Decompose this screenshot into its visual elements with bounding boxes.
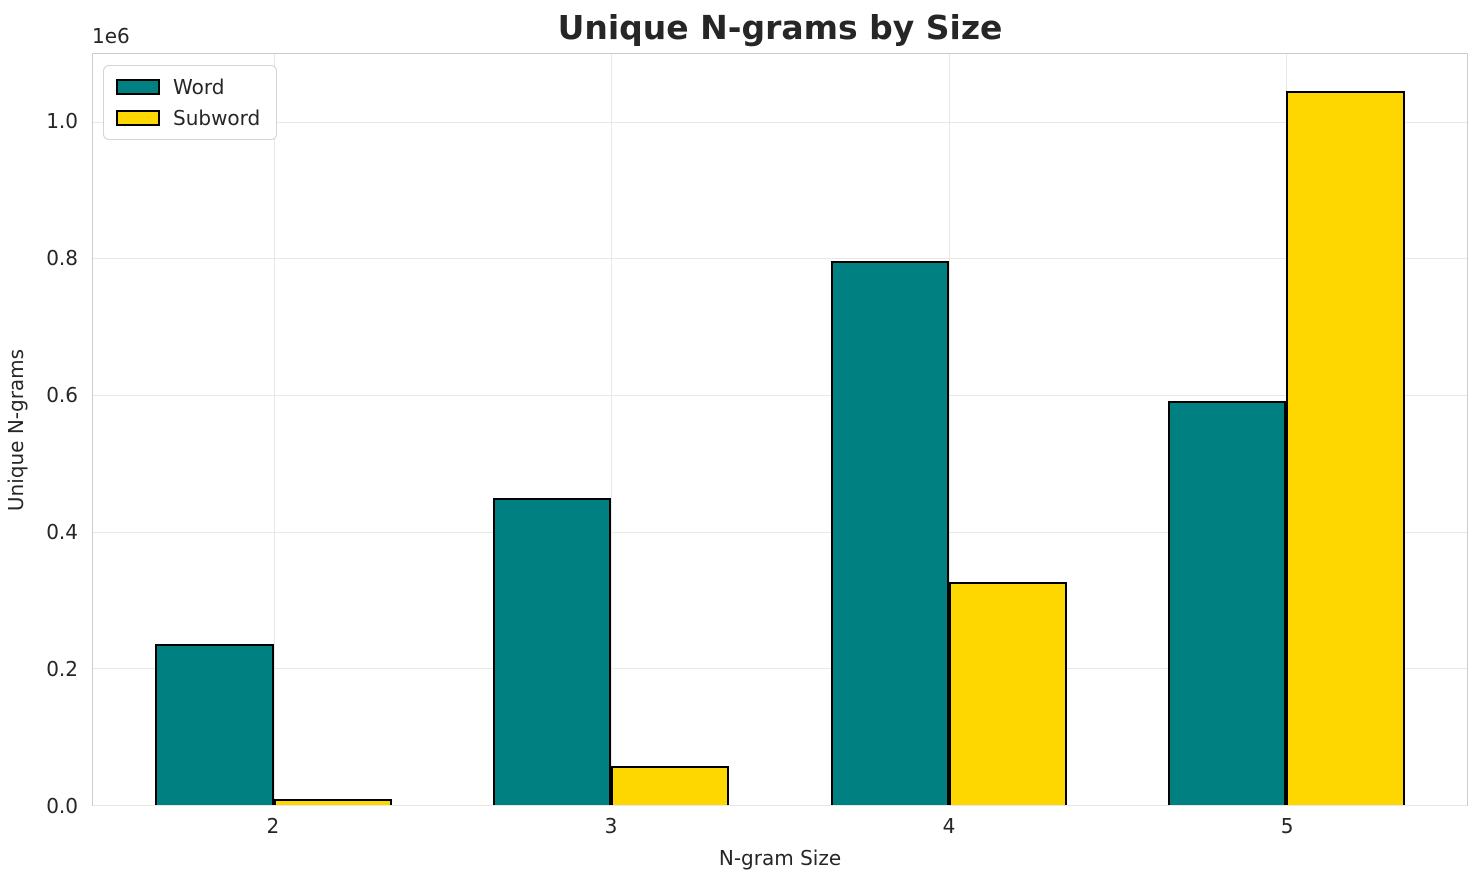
bar-word-2: [155, 643, 274, 805]
x-tick-label-2: 2: [266, 814, 280, 838]
gridline-y-0.2: [93, 668, 1467, 670]
bar-subword-4: [948, 581, 1067, 805]
legend-swatch-word: [116, 79, 160, 95]
gridline-x-2: [273, 54, 275, 805]
x-tick-label-3: 3: [604, 814, 618, 838]
bar-word-4: [830, 261, 949, 805]
x-tick-label-5: 5: [1280, 814, 1294, 838]
gridline-x-3: [611, 54, 613, 805]
gridline-y-0.4: [93, 531, 1467, 533]
gridline-x-4: [948, 54, 950, 805]
bar-subword-3: [611, 766, 730, 805]
plot-area: Word Subword: [92, 53, 1468, 806]
legend-swatch-subword: [116, 110, 160, 126]
legend: Word Subword: [103, 65, 278, 140]
gridline-y-1.0: [93, 121, 1467, 123]
legend-label-word: Word: [173, 75, 225, 99]
gridline-y-0.6: [93, 394, 1467, 396]
gridline-y-0.0: [93, 805, 1467, 806]
bar-subword-5: [1286, 90, 1405, 805]
legend-item-subword: Subword: [116, 106, 260, 130]
bar-word-3: [493, 497, 612, 805]
x-axis-label: N-gram Size: [718, 846, 842, 870]
bar-word-5: [1168, 401, 1287, 805]
y-axis-label: Unique N-grams: [4, 348, 28, 512]
legend-label-subword: Subword: [173, 106, 261, 130]
bar-subword-2: [273, 798, 392, 805]
y-tick-label-0.4: 0.4: [46, 519, 78, 544]
y-tick-label-0.0: 0.0: [46, 794, 78, 818]
chart-title: Unique N-grams by Size: [557, 8, 1003, 47]
legend-item-word: Word: [116, 75, 260, 99]
y-tick-label-0.2: 0.2: [46, 656, 78, 681]
y-tick-label-0.8: 0.8: [46, 245, 78, 270]
y-tick-label-0.6: 0.6: [46, 382, 78, 407]
x-tick-label-4: 4: [942, 814, 956, 838]
y-tick-label-1.0: 1.0: [46, 108, 78, 133]
gridline-y-0.8: [93, 258, 1467, 260]
y-axis-offset-label: 1e6: [92, 24, 130, 48]
